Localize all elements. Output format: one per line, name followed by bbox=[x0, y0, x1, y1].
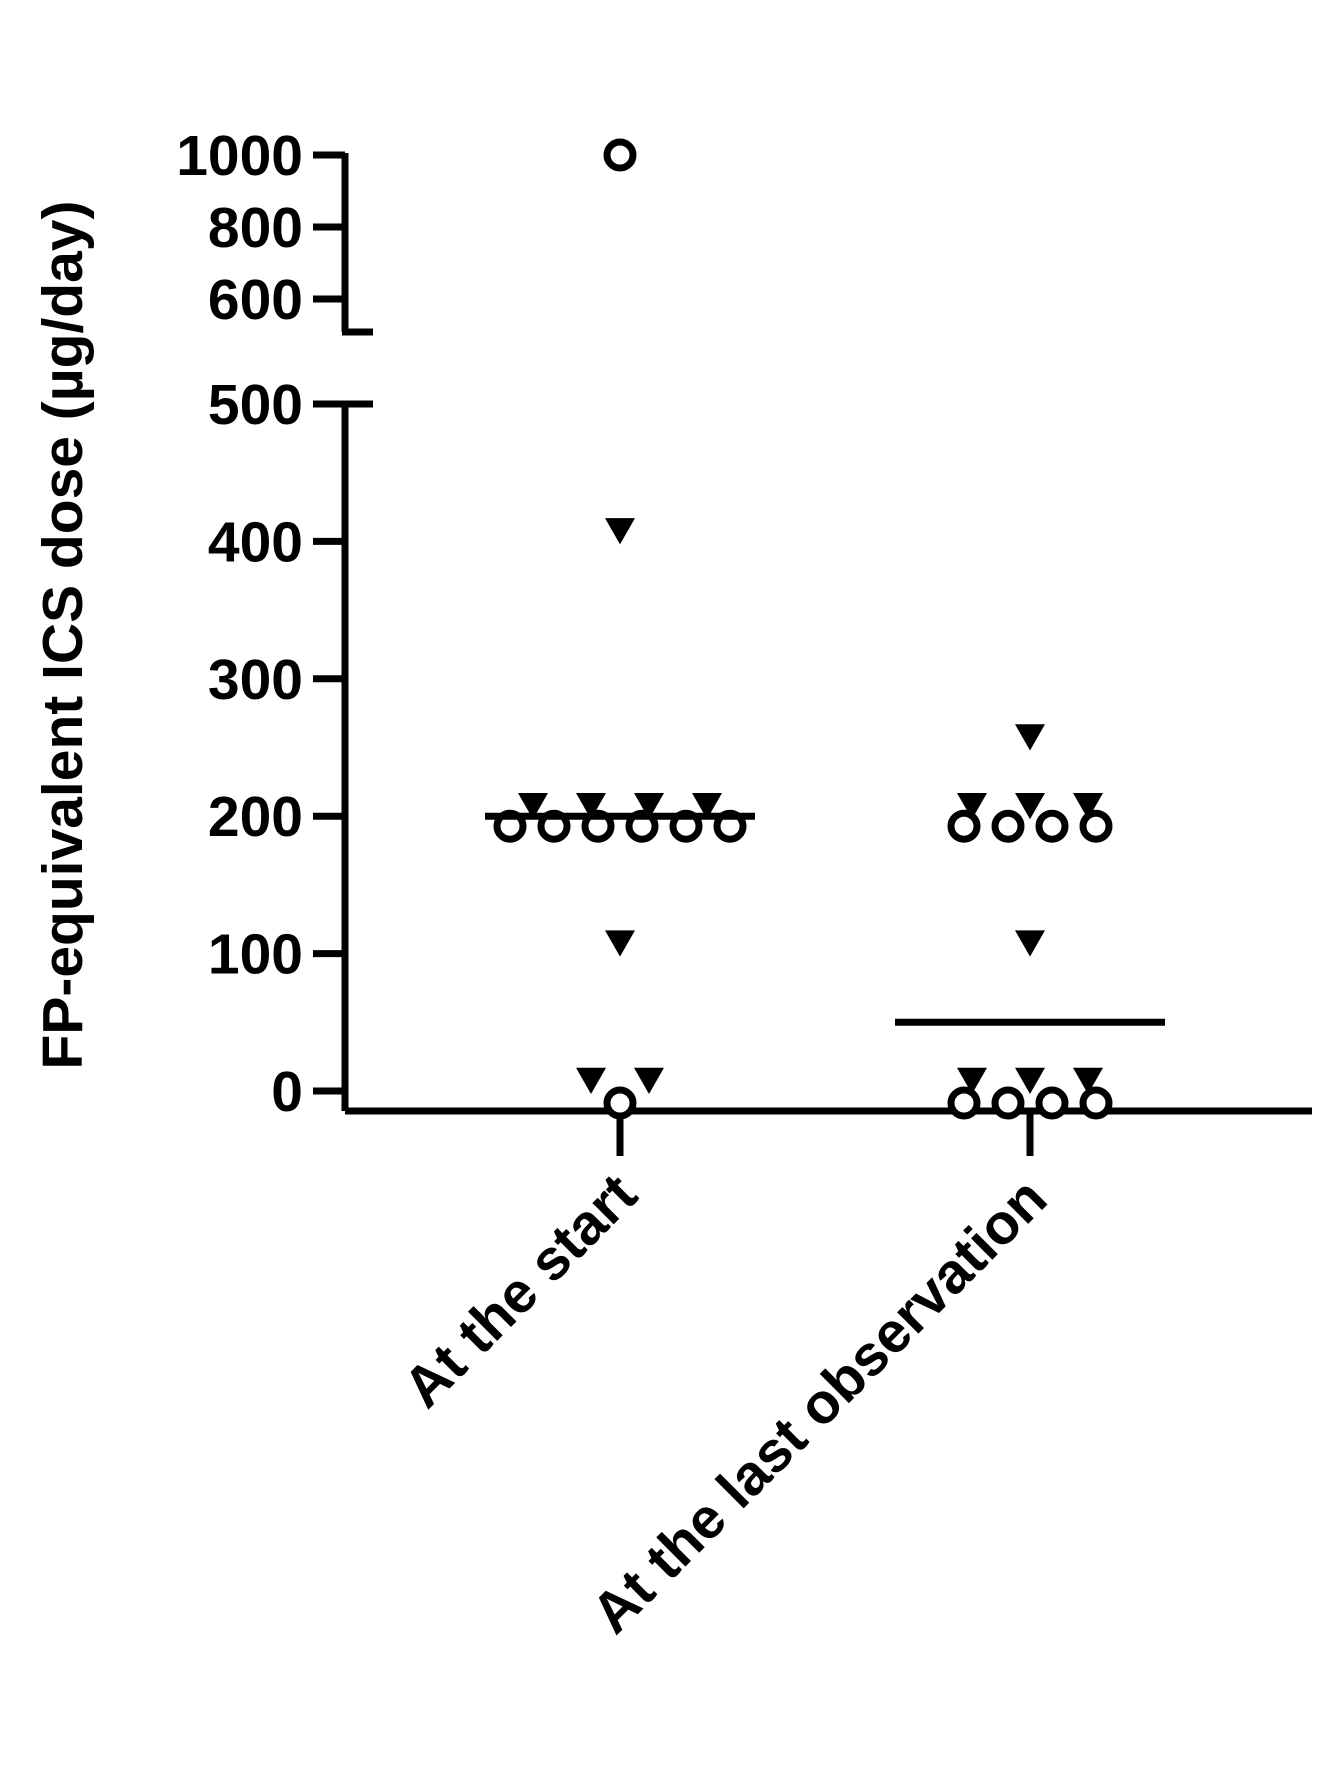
data-point-triangle bbox=[1015, 792, 1045, 820]
y-tick-label: 100 bbox=[208, 923, 303, 987]
y-tick-label: 600 bbox=[208, 268, 303, 332]
data-point-triangle bbox=[576, 792, 606, 820]
x-category-label: At the last observation bbox=[579, 1166, 1059, 1646]
y-tick-label: 800 bbox=[208, 196, 303, 260]
x-category-label: At the start bbox=[391, 1162, 649, 1420]
y-tick-label: 200 bbox=[208, 785, 303, 849]
data-point-circle bbox=[1035, 809, 1069, 843]
data-point-circle bbox=[947, 1086, 981, 1120]
data-point-triangle bbox=[518, 792, 548, 820]
data-point-circle bbox=[1035, 1086, 1069, 1120]
data-point-triangle bbox=[634, 1067, 664, 1094]
data-point-circle bbox=[947, 809, 981, 843]
y-axis-title: FP-equivalent ICS dose (µg/day) bbox=[31, 201, 95, 1070]
y-tick-label: 500 bbox=[208, 373, 303, 437]
data-point-circle bbox=[1079, 1086, 1113, 1120]
data-point-circle bbox=[603, 1086, 637, 1120]
y-tick-label: 300 bbox=[208, 648, 303, 712]
data-point-triangle bbox=[1073, 792, 1103, 820]
data-point-triangle bbox=[692, 792, 722, 820]
data-point-triangle bbox=[1015, 930, 1045, 957]
y-tick-label: 1000 bbox=[176, 124, 303, 188]
y-tick-label: 0 bbox=[271, 1060, 303, 1124]
data-point-triangle bbox=[605, 930, 635, 957]
data-point-triangle bbox=[957, 1067, 987, 1094]
data-point-triangle bbox=[1073, 1067, 1103, 1094]
data-point-circle bbox=[991, 1086, 1025, 1120]
y-tick-label: 400 bbox=[208, 510, 303, 574]
data-point-triangle bbox=[1015, 724, 1045, 751]
data-point-triangle bbox=[1015, 1067, 1045, 1094]
data-point-triangle bbox=[576, 1067, 606, 1094]
data-point-triangle bbox=[634, 792, 664, 820]
data-point-triangle bbox=[957, 792, 987, 820]
data-point-circle bbox=[1079, 809, 1113, 843]
data-point-circle bbox=[603, 138, 637, 172]
data-point-triangle bbox=[605, 518, 635, 545]
data-point-circle bbox=[991, 809, 1025, 843]
